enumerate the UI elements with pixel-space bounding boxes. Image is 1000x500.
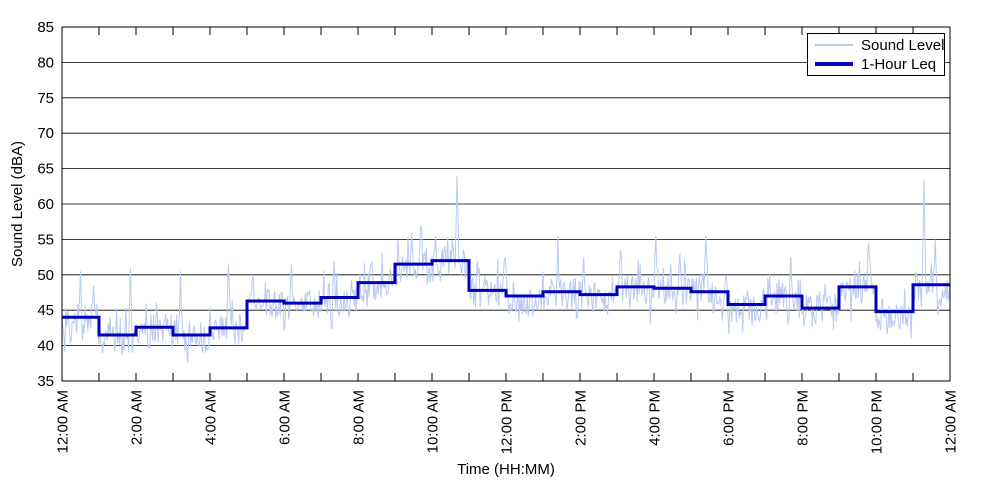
x-tick-label: 6:00 PM	[720, 390, 737, 446]
x-tick-label: 2:00 AM	[128, 390, 145, 445]
y-tick-label: 70	[37, 125, 54, 142]
y-axis-title: Sound Level (dBA)	[9, 141, 26, 267]
leq-step-line	[62, 259, 950, 337]
leq-line-swatch	[815, 62, 853, 66]
x-tick-label: 10:00 AM	[424, 390, 441, 453]
x-tick-label: 6:00 AM	[276, 390, 293, 445]
y-tick-label: 50	[37, 267, 54, 284]
leq-step-path	[62, 259, 950, 337]
legend-label-leq: 1-Hour Leq	[861, 55, 937, 73]
x-tick-label: 8:00 PM	[794, 390, 811, 446]
y-tick-labels: 35 40 45 50 55 60 65 70 75 80 85	[37, 19, 54, 390]
x-tick-label: 2:00 PM	[572, 390, 589, 446]
y-tick-label: 55	[37, 231, 54, 248]
y-tick-label: 85	[37, 19, 54, 36]
x-tick-label: 10:00 PM	[868, 390, 885, 454]
x-tick-label: 4:00 AM	[202, 390, 219, 445]
y-tick-label: 60	[37, 196, 54, 213]
y-tick-label: 40	[37, 338, 54, 355]
legend-item-sound-level: Sound Level	[815, 36, 944, 54]
y-tick-label: 80	[37, 54, 54, 71]
y-tick-label: 75	[37, 90, 54, 107]
sound-level-path	[61, 175, 951, 364]
x-tick-label: 8:00 AM	[350, 390, 367, 445]
y-tick-label: 65	[37, 161, 54, 178]
x-tick-label: 12:00 PM	[498, 390, 515, 454]
x-tick-label: 12:00 AM	[942, 390, 959, 453]
sound-level-line-swatch	[815, 44, 853, 46]
x-tick-label: 12:00 AM	[54, 390, 71, 453]
x-axis-title: Time (HH:MM)	[457, 461, 555, 478]
sound-level-line	[61, 175, 951, 364]
x-tick-labels: 12:00 AM 2:00 AM 4:00 AM 6:00 AM 8:00 AM 10:0…	[54, 390, 959, 454]
legend: Sound Level 1-Hour Leq	[807, 33, 945, 76]
legend-item-leq: 1-Hour Leq	[815, 55, 937, 73]
x-tick-label: 4:00 PM	[646, 390, 663, 446]
legend-label-sound-level: Sound Level	[861, 36, 945, 54]
y-tick-label: 35	[37, 373, 54, 390]
y-tick-label: 45	[37, 302, 54, 319]
